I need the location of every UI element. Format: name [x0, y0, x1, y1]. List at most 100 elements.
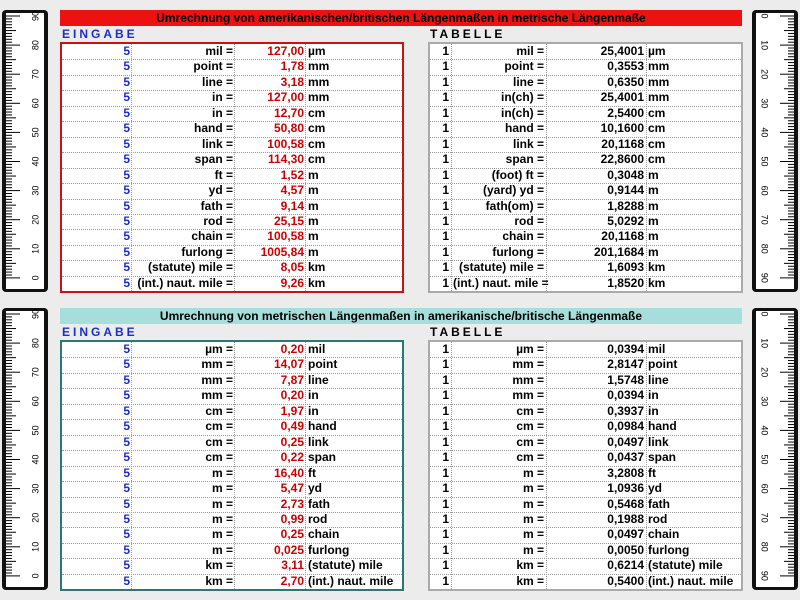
result: 1,6093	[607, 260, 644, 275]
ruler-label: 40	[760, 127, 770, 137]
quantity: 1	[442, 511, 449, 526]
ruler-label: 20	[30, 513, 40, 523]
row-separator	[430, 527, 741, 529]
column-line	[546, 342, 547, 589]
unit: furlong	[648, 542, 690, 557]
unit-label: mm =	[512, 388, 544, 403]
unit-label: line =	[201, 74, 233, 89]
quantity: 1	[442, 450, 449, 465]
row-separator	[62, 90, 402, 92]
unit-label: cm =	[205, 419, 233, 434]
unit: m	[648, 244, 659, 259]
row-separator	[430, 511, 741, 513]
ruler-label: 0	[30, 573, 40, 578]
result: 114,30	[267, 152, 304, 167]
unit-label: fath(om) =	[485, 198, 544, 213]
ruler-label: 70	[30, 367, 40, 377]
ruler-label: 70	[760, 513, 770, 523]
ruler-face	[756, 13, 794, 289]
ruler-label: 90	[760, 273, 770, 283]
ruler-label: 70	[760, 215, 770, 225]
ruler-label: 30	[760, 98, 770, 108]
row-separator	[430, 573, 741, 575]
column-line	[305, 342, 306, 589]
quantity: 1	[442, 388, 449, 403]
unit-label: link =	[201, 136, 233, 151]
quantity: 1	[442, 167, 449, 182]
unit: (statute) mile	[648, 558, 723, 573]
result: 25,4001	[600, 90, 644, 105]
unit: in	[308, 388, 319, 403]
unit: fath	[648, 496, 670, 511]
row-separator	[430, 121, 741, 123]
unit: rod	[308, 511, 328, 526]
ruler-label: 90	[760, 571, 770, 581]
quantity: 1	[442, 121, 449, 136]
ruler-label: 50	[760, 156, 770, 166]
quantity: 5	[123, 44, 130, 58]
unit-label: cm =	[516, 450, 544, 465]
row-separator	[430, 136, 741, 138]
column-line	[646, 44, 647, 291]
result: 10,1600	[600, 121, 644, 136]
quantity: 5	[123, 59, 130, 74]
quantity: 1	[442, 229, 449, 244]
row-separator	[430, 105, 741, 107]
column-line	[546, 44, 547, 291]
unit-label: cm =	[205, 403, 233, 418]
result: 0,99	[280, 511, 304, 526]
quantity: 5	[123, 527, 130, 542]
unit-label: cm =	[516, 403, 544, 418]
result: 3,18	[280, 74, 304, 89]
quantity: 5	[123, 558, 130, 573]
unit-label: hand =	[504, 121, 544, 136]
unit-label: m =	[211, 496, 233, 511]
quantity: 1	[442, 183, 449, 198]
result: 0,3553	[607, 59, 644, 74]
result: 2,5400	[607, 105, 644, 120]
unit-label: m =	[522, 542, 544, 557]
row-separator	[430, 403, 741, 405]
quantity: 5	[123, 434, 130, 449]
result: 0,3937	[607, 403, 644, 418]
ruler-label: 20	[760, 367, 770, 377]
quantity: 1	[442, 403, 449, 418]
result: 7,87	[280, 372, 304, 387]
unit: µm	[308, 44, 326, 58]
unit: line	[648, 372, 669, 387]
ruler-label: 30	[760, 396, 770, 406]
result: 0,0394	[607, 388, 644, 403]
result: 0,25	[280, 527, 304, 542]
row-separator	[430, 183, 741, 185]
unit: span	[308, 450, 337, 465]
row-separator	[62, 275, 402, 277]
row-separator	[62, 357, 402, 359]
ruler-label: 0	[30, 275, 40, 280]
unit: km	[308, 260, 326, 275]
table-box	[428, 42, 743, 293]
quantity: 5	[123, 244, 130, 259]
quantity: 5	[123, 465, 130, 480]
result: 0,0394	[607, 342, 644, 356]
result: 12,70	[273, 105, 304, 120]
row-separator	[62, 121, 402, 123]
input-label: EINGABE	[62, 325, 138, 339]
ruler-label: 10	[30, 542, 40, 552]
unit-label: point =	[504, 59, 544, 74]
unit-label: µm =	[205, 342, 233, 356]
column-line	[234, 342, 235, 589]
unit: m	[308, 244, 319, 259]
quantity: 5	[123, 511, 130, 526]
result: 0,1988	[607, 511, 644, 526]
row-separator	[430, 496, 741, 498]
row-separator	[62, 496, 402, 498]
result: 3,2808	[607, 465, 644, 480]
section-title: Umrechnung von amerikanischen/britischen…	[60, 10, 742, 26]
unit: rod	[648, 511, 668, 526]
row-separator	[430, 90, 741, 92]
ruler-label: 10	[760, 338, 770, 348]
unit-label: km =	[205, 558, 233, 573]
unit-label: link =	[512, 136, 544, 151]
unit-label: mil =	[205, 44, 233, 58]
ruler-face	[6, 311, 44, 587]
